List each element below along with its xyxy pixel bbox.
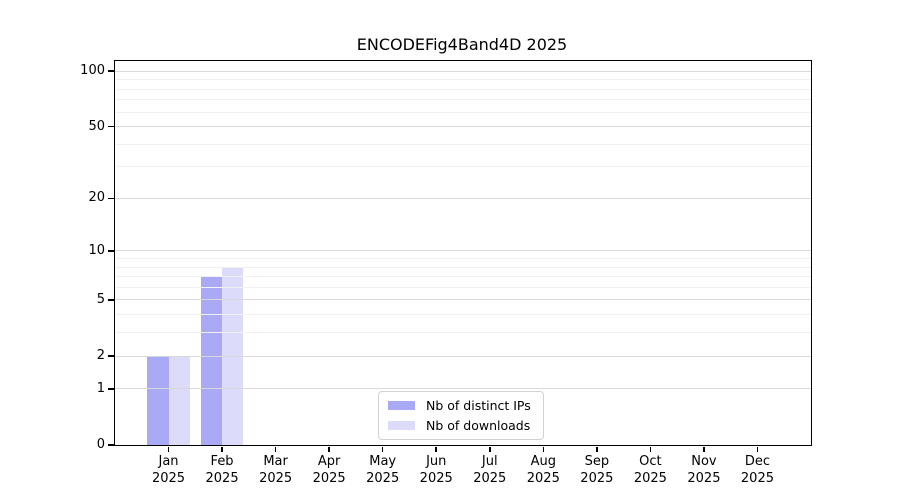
x-tick-label: Jan 2025 [151,454,186,486]
legend-swatch-downloads [388,421,415,430]
y-tick-mark [107,70,114,72]
x-tick-label: Aug 2025 [526,454,560,486]
x-tick-label: Apr 2025 [312,454,346,486]
legend-swatch-distinct-ips [388,401,415,410]
y-tick-mark [107,197,114,200]
x-tick-mark [435,446,437,452]
x-tick-mark [649,446,652,452]
x-tick-mark [328,446,330,452]
y-tick-label: 1 [96,380,105,396]
x-tick-label: Jul 2025 [473,454,507,486]
y-tick-mark [107,355,114,357]
legend-label-distinct-ips: Nb of distinct IPs [426,398,531,413]
x-tick-mark [221,446,223,452]
x-tick-mark [596,446,598,452]
y-tick-mark [107,250,114,252]
plot-area: 0 1 2 5 10 20 50 100 Jan 2025 Feb 2025 Mar 2025 Apr 202… [80,60,812,486]
x-tick-label: Dec 2025 [740,454,774,486]
y-tick-mark [107,444,114,446]
legend-row: Nb of distinct IPs [388,398,531,413]
legend-label-downloads: Nb of downloads [426,418,531,433]
y-tick-label: 50 [88,118,105,134]
bar-nb-of-downloads-jan [168,356,190,445]
x-tick-label: Feb 2025 [205,454,239,486]
y-tick-mark [107,299,114,301]
ticks-layer: 0 1 2 5 10 20 50 100 Jan 2025 Feb 2025 Mar 2025 Apr 202… [80,61,811,486]
y-tick-label: 100 [80,63,105,79]
x-tick-label: Oct 2025 [633,454,667,486]
x-tick-mark [542,446,545,452]
x-tick-mark [381,446,384,452]
x-tick-mark [167,446,170,452]
x-tick-label: Sep 2025 [580,454,614,486]
x-tick-label: Mar 2025 [259,454,293,486]
y-tick-label: 10 [88,242,105,258]
x-tick-mark [756,446,759,452]
legend-row: Nb of downloads [388,418,531,433]
y-tick-label: 5 [96,291,105,307]
legend: Nb of distinct IPs Nb of downloads [378,391,544,440]
x-tick-label: May 2025 [366,454,400,486]
x-tick-mark [274,446,277,452]
y-tick-label: 20 [88,190,105,206]
x-tick-mark [489,446,491,452]
y-tick-mark [107,388,114,390]
y-tick-label: 0 [96,437,105,452]
y-tick-label: 2 [96,348,105,364]
bar-nb-of-distinct-ips-jan [147,356,169,445]
x-tick-mark [703,446,705,452]
chart-title: ENCODEFig4Band4D 2025 [356,35,568,54]
bar-nb-of-distinct-ips-feb [200,276,223,445]
y-tick-mark [107,125,114,128]
x-tick-label: Jun 2025 [419,454,453,486]
x-tick-label: Nov 2025 [687,454,721,486]
